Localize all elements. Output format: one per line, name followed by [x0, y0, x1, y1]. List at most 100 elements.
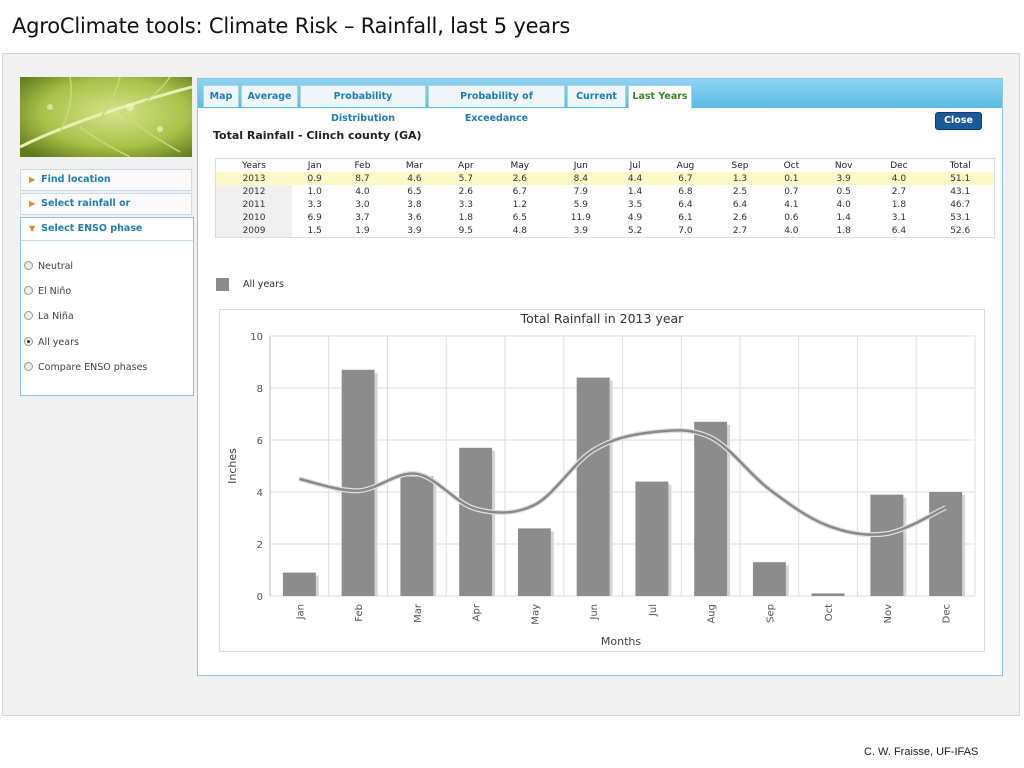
enso-option-all-years[interactable]: All years [24, 337, 79, 348]
table-header-cell: Aug [676, 160, 695, 171]
table-cell: 51.1 [926, 172, 995, 185]
table-cell: 4.0 [836, 199, 851, 210]
table-cell: 4.0 [871, 172, 927, 185]
table-row: 2011 3.3 3.0 3.8 3.3 1.2 5.9 3.5 6.4 6.4 4.1 4.0 1.8… [215, 198, 995, 211]
table-cell: 3.9 [407, 225, 422, 236]
table-year-cell: 2013 [215, 172, 293, 185]
table-header-cell: Dec [890, 160, 908, 171]
bar [341, 369, 375, 596]
x-tick-label: Jul [648, 604, 659, 617]
enso-option-label: La Niña [38, 311, 74, 322]
enso-option-label: Neutral [38, 261, 74, 272]
tab-bar: Map Average Probability Distribution Pro… [198, 79, 1002, 124]
table-cell: 46.7 [950, 199, 971, 210]
sidebar-item-rainfall-temperature[interactable]: ▶Select rainfall or temperature [20, 193, 192, 229]
table-cell: 6.5 [407, 186, 422, 197]
x-tick-label: Sep [765, 604, 776, 623]
sidebar-item-label: Find location [41, 174, 111, 185]
table-cell: 9.5 [458, 225, 473, 236]
legend-swatch[interactable] [216, 278, 229, 291]
enso-option-compare[interactable]: Compare ENSO phases [24, 362, 147, 373]
radio-button[interactable] [24, 286, 33, 295]
table-cell: 0.6 [784, 212, 799, 223]
table-cell: 2.7 [732, 225, 748, 236]
table-cell: 52.6 [950, 225, 971, 236]
bar [635, 481, 669, 596]
tab-last-years[interactable]: Last Years [628, 85, 692, 109]
legend-label[interactable]: All years [243, 279, 284, 290]
table-row: 2010 6.9 3.7 3.6 1.8 6.5 11.9 4.9 6.1 2.6 0.6 1.4 3.… [215, 211, 995, 224]
table-cell: 5.2 [627, 225, 643, 236]
table-cell: 1.0 [307, 186, 322, 197]
table-cell: 6.7 [657, 172, 714, 185]
table-cell: 4.4 [612, 172, 658, 185]
table-cell: 5.9 [573, 199, 588, 210]
table-cell: 2.5 [732, 186, 748, 197]
table-row: 2013 0.9 8.7 4.6 5.7 2.6 8.4 4.4 6.7 1.3 0.1 3.9 4.0… [215, 172, 995, 185]
table-header-cell: May [510, 160, 530, 171]
table-cell: 53.1 [950, 212, 971, 223]
table-cell: 6.5 [512, 212, 527, 223]
enso-option-neutral[interactable]: Neutral [24, 261, 73, 272]
table-cell: 5.7 [441, 172, 491, 185]
table-cell: 2.6 [490, 172, 550, 185]
table-cell: 1.4 [836, 212, 851, 223]
table-row: 2009 1.5 1.9 3.9 9.5 4.8 3.9 5.2 7.0 2.7 4.0 1.8 6.4… [215, 224, 995, 238]
radio-button[interactable] [24, 362, 33, 371]
table-cell: 6.4 [891, 225, 907, 236]
table-row: 2012 1.0 4.0 6.5 2.6 6.7 7.9 1.4 6.8 2.5 0.7 0.5 2.7… [215, 185, 995, 198]
radio-button[interactable] [24, 261, 33, 270]
enso-option-el-nino[interactable]: El Niño [24, 286, 71, 297]
table-cell: 2.7 [891, 186, 907, 197]
table-cell: 7.0 [678, 225, 693, 236]
table-header-cell: Jul [629, 160, 641, 171]
table-year-cell: 2009 [215, 224, 293, 238]
tab-map[interactable]: Map [203, 85, 239, 107]
slide-title: AgroClimate tools: Climate Risk – Rainfa… [12, 14, 571, 38]
table-cell: 0.7 [784, 186, 799, 197]
chart-svg: Total Rainfall in 2013 year Inches Month… [226, 311, 976, 648]
table-cell: 1.5 [307, 225, 322, 236]
table-cell: 3.3 [458, 199, 473, 210]
tab-current[interactable]: Current [567, 85, 626, 107]
table-cell: 6.8 [678, 186, 693, 197]
enso-option-la-nina[interactable]: La Niña [24, 311, 74, 322]
table-header-cell: Jun [573, 160, 588, 171]
radio-button[interactable] [24, 311, 33, 320]
table-cell: 1.8 [836, 225, 851, 236]
leaf-banner-image [20, 77, 192, 157]
close-button[interactable]: Close [935, 112, 982, 130]
table-cell: 6.4 [678, 199, 693, 210]
table-header-row: Years Jan Feb Mar Apr May Jun Jul Aug Sep Oct Nov De… [216, 159, 995, 173]
table-cell: 3.7 [355, 212, 370, 223]
table-cell: 4.6 [387, 172, 442, 185]
table-cell: 1.3 [713, 172, 767, 185]
tab-probability-of-exceedance[interactable]: Probability of Exceedance [428, 85, 565, 124]
enso-phase-header[interactable]: ▼ Select ENSO phase [21, 218, 193, 241]
y-tick-label: 10 [250, 332, 263, 343]
bar [459, 447, 493, 596]
rainfall-chart: Total Rainfall in 2013 year Inches Month… [219, 309, 985, 652]
table-cell: 1.2 [512, 199, 527, 210]
enso-phase-label: Select ENSO phase [41, 223, 143, 234]
tab-probability-distribution[interactable]: Probability Distribution [300, 85, 426, 124]
table-cell: 2.6 [458, 186, 473, 197]
table-year-cell: 2010 [215, 211, 293, 224]
x-tick-label: Feb [354, 604, 365, 622]
bar [282, 572, 316, 596]
table-cell: 3.5 [627, 199, 643, 210]
table-cell: 3.0 [355, 199, 370, 210]
sidebar-item-find-location[interactable]: ▶ Find location [20, 169, 192, 191]
enso-option-label: El Niño [38, 286, 72, 297]
table-cell: 6.4 [732, 199, 748, 210]
table-cell: 0.1 [766, 172, 816, 185]
table-header-cell: Apr [458, 160, 474, 171]
table-cell: 1.4 [627, 186, 643, 197]
x-tick-label: Jun [589, 604, 600, 621]
y-tick-label: 4 [257, 488, 263, 499]
tab-average[interactable]: Average [241, 85, 298, 107]
table-cell: 7.9 [573, 186, 588, 197]
radio-button-selected[interactable] [24, 337, 33, 346]
table-cell: 3.3 [307, 199, 322, 210]
main-panel: Map Average Probability Distribution Pro… [197, 78, 1003, 676]
